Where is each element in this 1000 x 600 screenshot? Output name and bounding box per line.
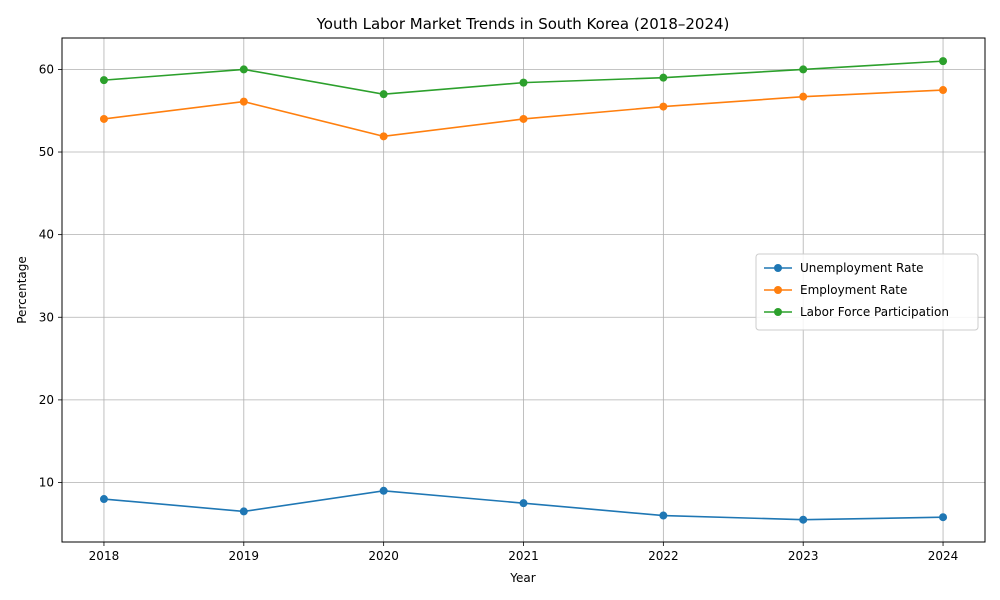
y-tick-label: 50	[39, 145, 54, 159]
data-point	[939, 57, 948, 66]
x-axis: 2018 2019 2020 2021 2022 2023 2024	[89, 542, 959, 563]
legend-marker	[774, 308, 782, 316]
series-0	[99, 486, 948, 524]
data-point	[379, 132, 388, 141]
data-point	[939, 86, 948, 95]
data-point	[659, 511, 668, 520]
x-tick-label: 2024	[928, 549, 959, 563]
data-point	[379, 486, 388, 495]
y-tick-label: 40	[39, 228, 54, 242]
x-axis-label: Year	[509, 571, 535, 585]
data-point	[239, 97, 248, 106]
data-point	[239, 65, 248, 74]
y-tick-label: 60	[39, 62, 54, 76]
legend-box	[755, 253, 979, 331]
x-tick-label: 2022	[648, 549, 679, 563]
legend-marker	[774, 264, 782, 272]
y-axis: 10 20 30 40 50 60	[39, 62, 62, 490]
series-1	[99, 86, 948, 141]
data-point	[659, 73, 668, 82]
y-tick-label: 30	[39, 310, 54, 324]
data-point	[519, 114, 528, 123]
chart-title: Youth Labor Market Trends in South Korea…	[316, 15, 730, 33]
legend-item: Employment Rate	[764, 283, 907, 297]
data-point	[99, 495, 108, 504]
data-point	[519, 499, 528, 508]
data-point	[939, 513, 948, 522]
series-2	[99, 57, 948, 99]
x-tick-label: 2021	[508, 549, 539, 563]
series-layer	[99, 57, 948, 524]
data-point	[799, 515, 808, 524]
x-tick-label: 2020	[368, 549, 399, 563]
data-point	[519, 78, 528, 87]
data-point	[659, 102, 668, 111]
legend: Unemployment Rate Employment Rate Labor Fo…	[755, 253, 979, 331]
y-axis-label: Percentage	[15, 256, 29, 324]
legend-label: Labor Force Participation	[800, 305, 949, 319]
y-tick-label: 20	[39, 393, 54, 407]
legend-label: Unemployment Rate	[800, 261, 924, 275]
data-point	[799, 65, 808, 74]
legend-item: Unemployment Rate	[764, 261, 924, 275]
legend-item: Labor Force Participation	[764, 305, 949, 319]
x-tick-label: 2023	[788, 549, 819, 563]
data-point	[379, 90, 388, 99]
x-tick-label: 2019	[229, 549, 260, 563]
data-point	[99, 114, 108, 123]
x-tick-label: 2018	[89, 549, 120, 563]
legend-marker	[774, 286, 782, 294]
y-tick-label: 10	[39, 476, 54, 490]
data-point	[99, 76, 108, 85]
legend-label: Employment Rate	[800, 283, 907, 297]
data-point	[239, 507, 248, 516]
data-point	[799, 92, 808, 101]
